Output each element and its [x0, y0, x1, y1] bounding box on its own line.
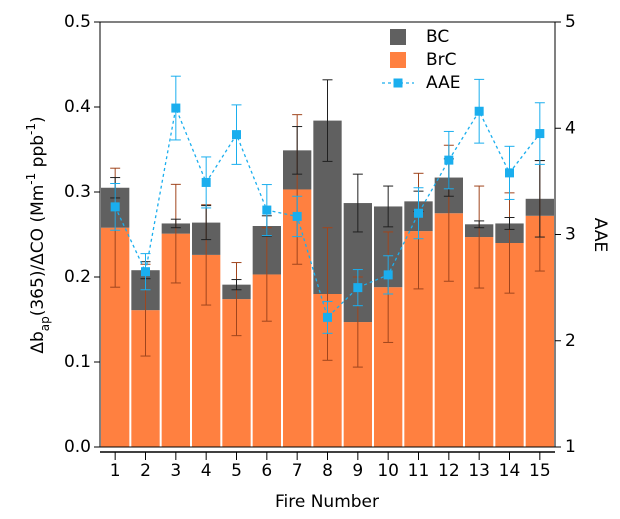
marker: [262, 205, 272, 215]
marker: [141, 267, 150, 277]
error-bar: [231, 262, 242, 337]
x-tick-label: 15: [529, 461, 551, 481]
y-axis-label-part: Δb: [28, 331, 48, 353]
marker: [414, 208, 423, 218]
x-tick-label: 2: [140, 461, 151, 481]
y2-tick-label: 3: [565, 225, 576, 245]
error-bar: [474, 185, 485, 289]
y-axis-label-part: (365)/ΔCO (Mm: [28, 185, 48, 317]
y-tick-label: 0.1: [64, 352, 91, 372]
legend-label: AAE: [426, 73, 460, 93]
x-tick-label: 4: [201, 461, 212, 481]
x-tick-label: 11: [408, 461, 430, 481]
marker: [171, 103, 181, 113]
marker: [292, 211, 302, 221]
line: [114, 105, 541, 319]
y2-tick-label: 4: [565, 118, 576, 138]
error-bar: [322, 227, 333, 361]
marker: [110, 202, 120, 212]
error-bar: [352, 173, 363, 233]
y-axis-label-part: -1: [24, 123, 38, 135]
x-tick-label: 1: [110, 461, 121, 481]
marker: [505, 168, 514, 178]
y-axis-label-part: ap: [38, 316, 52, 331]
x-axis-label: Fire Number: [275, 492, 379, 512]
x-tick-label: 6: [261, 461, 272, 481]
x-tick-label: 7: [292, 461, 303, 481]
y-tick-label: 0.4: [64, 97, 91, 117]
legend-swatch: [390, 52, 406, 68]
marker: [383, 270, 393, 280]
y2-tick-label: 2: [565, 331, 576, 351]
x-tick-label: 12: [438, 461, 460, 481]
marker: [474, 106, 484, 116]
y-axis-label-part: -1: [24, 173, 38, 185]
y-axis-label-part: ): [28, 116, 48, 123]
x-tick-label: 10: [377, 461, 399, 481]
legend-marker: [393, 78, 403, 88]
x-tick-label: 5: [231, 461, 242, 481]
legend-label: BrC: [426, 50, 457, 70]
error-bar: [504, 217, 515, 230]
marker: [535, 129, 545, 139]
legend-label: BC: [426, 27, 449, 47]
error-bar: [170, 218, 181, 229]
y-tick-label: 0.3: [64, 182, 91, 202]
error-bar: [231, 279, 242, 291]
x-tick-label: 14: [499, 461, 521, 481]
x-tick-label: 8: [322, 461, 333, 481]
y2-tick-label: 1: [565, 437, 576, 457]
error-bar: [322, 79, 333, 162]
y2-axis-label: AAE: [590, 218, 610, 252]
marker: [444, 155, 454, 165]
error-bar: [292, 126, 303, 175]
y-axis-label-part: ppb: [28, 135, 48, 173]
error-bar: [383, 185, 394, 228]
error-bar: [474, 220, 485, 229]
y-axis-label: Δbap(365)/ΔCO (Mm-1 ppb-1): [24, 116, 52, 353]
x-tick-label: 9: [352, 461, 363, 481]
marker: [232, 130, 241, 140]
marker: [323, 312, 332, 322]
y-tick-label: 0.2: [64, 267, 91, 287]
marker: [353, 283, 363, 293]
y-tick-label: 0.0: [64, 437, 91, 457]
marker: [201, 177, 211, 187]
y-tick-label: 0.5: [64, 12, 91, 32]
error-bar: [170, 183, 181, 284]
x-tick-label: 3: [170, 461, 181, 481]
y2-tick-label: 5: [565, 12, 576, 32]
x-tick-label: 13: [468, 461, 490, 481]
legend-swatch: [390, 29, 406, 45]
